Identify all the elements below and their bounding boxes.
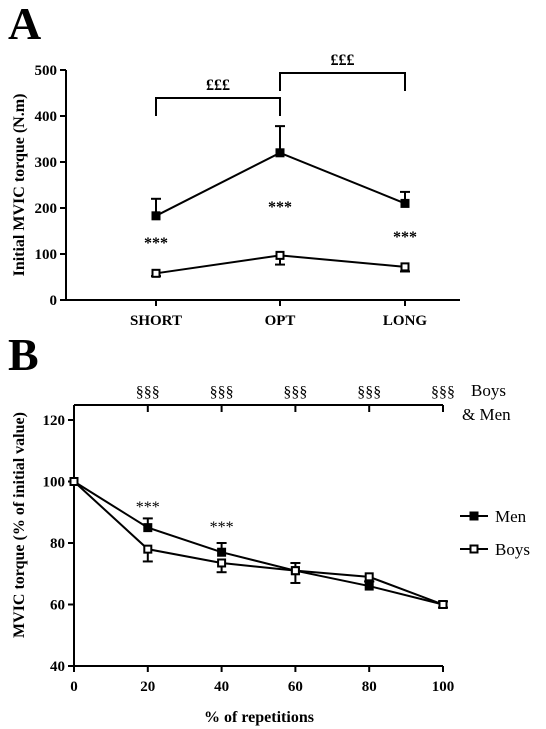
panel-b-x-tick-label: 0	[70, 679, 78, 695]
panel-b-y-tick-label: 80	[50, 536, 65, 552]
panel-b-legend-label-boys: Boys	[495, 540, 530, 559]
panel-a-y-tick-label: 0	[50, 293, 58, 309]
panel-b-y-axis-title: MVIC torque (% of initial value)	[11, 412, 28, 638]
panel-b-top-mark-label: §§§	[357, 384, 381, 401]
panel-b-x-tick-label: 100	[432, 679, 455, 695]
panel-a-data-point	[151, 211, 161, 221]
panel-b-data-point-boys	[217, 558, 227, 568]
panel-b-legend-label-men: Men	[495, 507, 527, 526]
panel-a-bracket-label: £££	[206, 77, 230, 94]
panel-a-y-tick-label: 500	[35, 63, 58, 79]
panel-b-significance-label: ***	[136, 499, 160, 516]
panel-b-significance-label: ***	[210, 519, 234, 536]
panel-a-y-axis-title: Initial MVIC torque (N.m)	[11, 94, 28, 277]
panel-b-x-tick-label: 60	[288, 679, 303, 695]
panel-a-letter: A	[8, 0, 41, 49]
panel-a-y-tick-label: 100	[35, 247, 58, 263]
panel-a-bracket-label: £££	[331, 52, 355, 69]
panel-a-y-tick-label: 200	[35, 201, 58, 217]
panel-a-significance-label: ***	[144, 235, 168, 252]
panel-b-plot: 40 60 80 100 120 0 20 40 60 80 100 §§§ §§§ §§§ §§§ §§§ *…	[43, 384, 530, 695]
panel-b-x-axis-title: % of repetitions	[204, 709, 314, 726]
panel-a-x-tick-label: LONG	[383, 313, 428, 329]
panel-b-top-mark-label: §§§	[283, 384, 307, 401]
panel-a-y-tick-label: 300	[35, 155, 58, 171]
panel-b-data-point-boys	[438, 600, 448, 609]
panel-b-legend-marker-boys	[469, 544, 479, 554]
panel-a-x-tick-label: OPT	[265, 313, 296, 329]
panel-b-top-mark-label: §§§	[210, 384, 234, 401]
panel-b-data-point-men	[364, 581, 374, 591]
panel-a-plot: 0 100 200 300 400 500 SHORT OPT LONG *** *** *** £££…	[35, 52, 460, 329]
panel-b-legend-marker-men	[469, 511, 479, 521]
panel-b-data-point-men	[143, 523, 153, 533]
panel-a-data-point	[151, 268, 161, 278]
panel-b-x-tick-label: 20	[140, 679, 155, 695]
panel-a-x-tick-label: SHORT	[130, 313, 182, 329]
panel-b-letter: B	[8, 329, 39, 380]
panel-a-data-point	[400, 198, 410, 208]
panel-b-y-tick-label: 120	[43, 413, 66, 429]
panel-a-bracket	[279, 72, 406, 91]
panel-b-group-label-2: & Men	[462, 405, 511, 424]
panel-a-significance-label: ***	[268, 199, 292, 216]
panel-b-series-line-boys	[73, 480, 444, 606]
panel-a-data-point	[275, 148, 285, 158]
panel-a-y-tick-label: 400	[35, 109, 58, 125]
panel-b-group-label-1: Boys	[471, 381, 506, 400]
panel-b-data-point-men	[217, 547, 227, 557]
panel-b-data-point-boys	[290, 566, 300, 576]
panel-b-top-mark-label: §§§	[431, 384, 455, 401]
panel-b-x-tick-label: 80	[362, 679, 377, 695]
panel-a-bracket	[155, 97, 281, 116]
panel-b-data-point-boys	[364, 572, 374, 582]
panel-b-y-tick-label: 40	[50, 659, 65, 675]
panel-b-x-tick-label: 40	[214, 679, 229, 695]
panel-b-data-point-boys	[143, 544, 153, 554]
panel-b-top-mark-label: §§§	[136, 384, 160, 401]
panel-b-y-tick-label: 100	[43, 475, 66, 491]
panel-a-significance-label: ***	[393, 229, 417, 246]
panel-a-data-point	[275, 250, 285, 260]
panel-b-series-line-men	[73, 480, 444, 606]
panel-b-y-tick-label: 60	[50, 598, 65, 614]
panel-a-data-point	[400, 262, 410, 272]
panel-b-data-point-boys	[69, 477, 79, 486]
